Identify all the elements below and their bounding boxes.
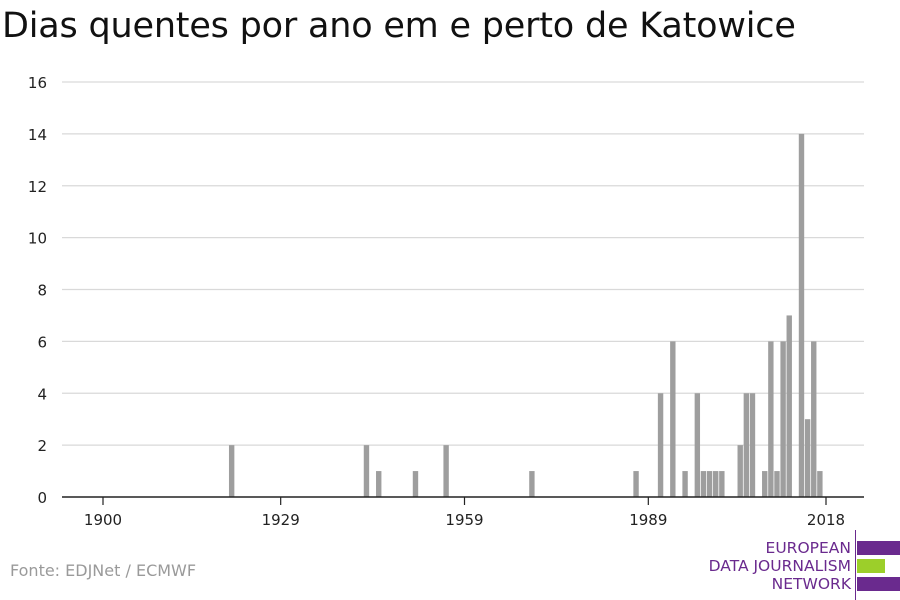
- y-tick-label: 12: [28, 178, 47, 196]
- x-tick-label: 1959: [445, 511, 483, 529]
- bar-2004: [737, 445, 743, 497]
- source-note: Fonte: EDJNet / ECMWF: [10, 561, 197, 580]
- bar-chart: 0 2 4 6 8 10 12 14 16 1900 1929 1959 1989 2018: [28, 74, 864, 529]
- y-tick-label: 4: [37, 385, 47, 403]
- y-tick-label: 8: [37, 282, 47, 300]
- bar-2005: [743, 393, 750, 497]
- bar-2009: [768, 341, 774, 497]
- bar-1956: [443, 445, 449, 497]
- x-tick-label: 1929: [262, 511, 300, 529]
- logo-bar-bottom: [857, 577, 900, 591]
- logo-line-1: EUROPEAN: [765, 539, 851, 557]
- bar-1991: [657, 393, 664, 497]
- logo-divider: [855, 530, 856, 600]
- y-axis-tick-labels: 0 2 4 6 8 10 12 14 16: [28, 74, 47, 507]
- bar-2001: [719, 471, 725, 497]
- bar-1970: [529, 471, 535, 497]
- bar-1993: [670, 341, 676, 497]
- bar-1921: [228, 445, 235, 497]
- bar-2000: [713, 471, 719, 497]
- gridlines: [62, 81, 864, 446]
- logo-line-3: NETWORK: [771, 575, 851, 593]
- y-tick-label: 14: [28, 126, 47, 144]
- bar-2006: [749, 393, 756, 497]
- y-tick-label: 16: [28, 74, 47, 92]
- bar-1943: [363, 445, 370, 497]
- edjnet-logo: EUROPEAN DATA JOURNALISM NETWORK: [700, 530, 900, 600]
- bars: [228, 133, 823, 497]
- y-tick-label: 10: [28, 230, 47, 248]
- bar-2008: [762, 471, 768, 497]
- bar-2015: [804, 419, 811, 497]
- bar-2011: [780, 341, 786, 497]
- bar-2017: [817, 471, 823, 497]
- bar-1951: [412, 471, 419, 497]
- bar-2014: [798, 133, 805, 497]
- x-tick-label: 2018: [807, 511, 845, 529]
- x-tick-label: 1900: [84, 511, 122, 529]
- bar-2016: [811, 341, 817, 497]
- logo-bar-top: [857, 541, 900, 555]
- bar-1987: [633, 471, 639, 497]
- bar-2012: [786, 315, 792, 497]
- bar-1999: [706, 471, 713, 497]
- bar-1995: [682, 471, 688, 497]
- chart-title: Dias quentes por ano em e perto de Katow…: [2, 6, 796, 46]
- y-tick-label: 6: [37, 333, 47, 351]
- logo-bar-middle: [857, 559, 885, 573]
- y-tick-label: 0: [37, 489, 47, 507]
- bar-1998: [700, 471, 707, 497]
- logo-line-2: DATA JOURNALISM: [708, 557, 851, 575]
- x-tick-label: 1989: [629, 511, 667, 529]
- x-axis-tick-labels: 1900 1929 1959 1989 2018: [84, 497, 845, 529]
- bar-1997: [694, 393, 701, 497]
- bar-2010: [774, 471, 780, 497]
- y-tick-label: 2: [37, 437, 47, 455]
- bar-1945: [376, 471, 382, 497]
